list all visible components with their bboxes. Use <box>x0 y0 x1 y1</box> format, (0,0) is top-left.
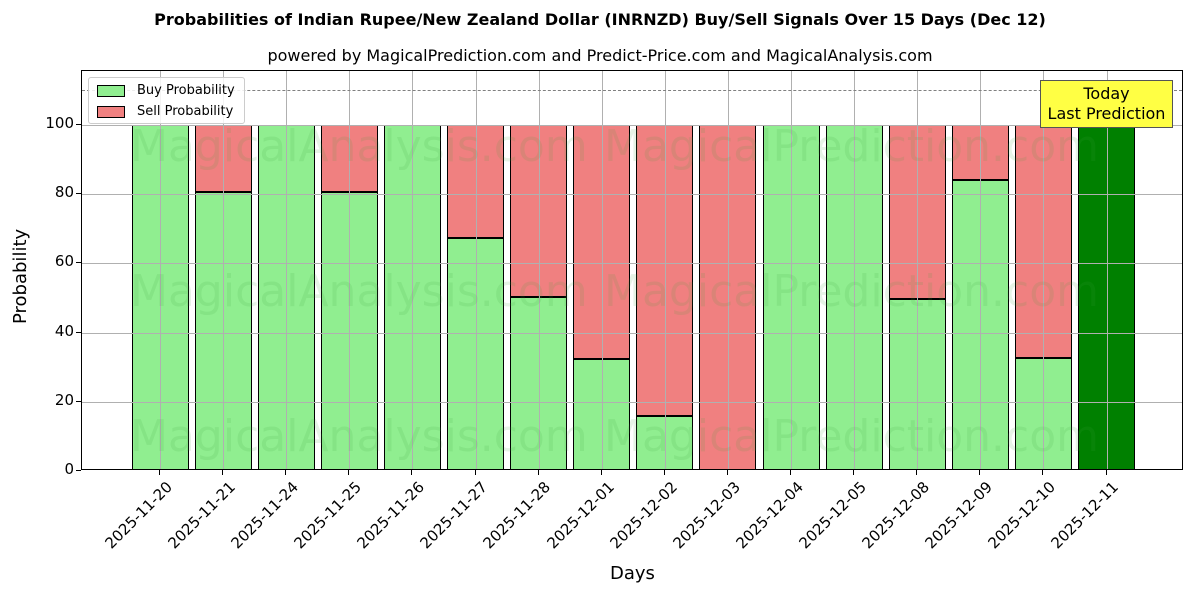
x-tick-mark <box>222 470 224 475</box>
y-tick-mark <box>76 193 81 195</box>
grid-line-h <box>82 332 1182 334</box>
grid-line-v <box>727 71 729 469</box>
x-tick-mark <box>474 470 476 475</box>
grid-line-v <box>980 71 982 469</box>
x-tick-label: 2025-11-27 <box>416 478 492 553</box>
x-tick-mark <box>411 470 413 475</box>
grid-line-v <box>538 71 540 469</box>
grid-line-h <box>82 263 1182 265</box>
x-tick-label: 2025-12-05 <box>795 478 870 553</box>
grid-line-h <box>82 401 1182 403</box>
legend: Buy Probability Sell Probability <box>88 77 245 124</box>
y-tick-mark <box>76 331 81 333</box>
annotation-line-1: Today <box>1083 84 1130 103</box>
x-tick-mark <box>348 470 350 475</box>
grid-line-v <box>286 71 288 469</box>
y-axis-label: Probability <box>10 228 31 324</box>
grid-line-v <box>223 71 225 469</box>
x-tick-mark <box>1105 470 1107 475</box>
today-annotation: Today Last Prediction <box>1040 80 1173 128</box>
y-tick-label: 20 <box>54 390 74 409</box>
y-tick-label: 80 <box>54 183 74 202</box>
y-tick-label: 40 <box>54 321 74 340</box>
x-tick-label: 2025-12-03 <box>669 478 744 553</box>
grid-line-v <box>854 71 856 469</box>
plot-area: MagicalAnalysis.comMagicalPrediction.com… <box>81 70 1183 470</box>
legend-sell-label: Sell Probability <box>137 104 234 119</box>
x-tick-mark <box>726 470 728 475</box>
x-tick-label: 2025-11-21 <box>164 478 239 553</box>
reference-line <box>82 90 1182 91</box>
x-tick-mark <box>285 470 287 475</box>
legend-buy-label: Buy Probability <box>137 83 235 98</box>
grid-line-h <box>82 125 1182 126</box>
y-tick-mark <box>76 124 81 125</box>
grid-line-v <box>1106 71 1108 469</box>
grid-line-v <box>349 71 351 469</box>
chart-title: Probabilities of Indian Rupee/New Zealan… <box>154 10 1046 29</box>
x-tick-mark <box>663 470 665 475</box>
grid-line-v <box>664 71 666 469</box>
y-tick-label: 60 <box>54 252 74 271</box>
x-tick-label: 2025-11-25 <box>290 478 366 553</box>
x-tick-label: 2025-12-11 <box>1047 478 1123 553</box>
buy-swatch-icon <box>97 84 125 97</box>
sell-swatch-icon <box>97 105 125 118</box>
x-tick-mark <box>1042 470 1044 475</box>
legend-item-buy: Buy Probability <box>97 83 235 98</box>
x-tick-mark <box>916 470 918 475</box>
x-tick-mark <box>600 470 602 475</box>
x-tick-mark <box>537 470 539 475</box>
x-tick-label: 2025-11-20 <box>101 478 176 553</box>
grid-line-h <box>82 194 1182 196</box>
y-tick-label: 100 <box>45 114 74 132</box>
x-tick-label: 2025-12-04 <box>732 478 807 553</box>
grid-line-v <box>412 71 414 469</box>
x-tick-label: 2025-12-08 <box>858 478 933 553</box>
x-tick-label: 2025-11-28 <box>479 478 555 553</box>
x-axis-label: Days <box>610 563 655 584</box>
x-tick-mark <box>979 470 981 475</box>
grid-line-v <box>475 71 477 469</box>
x-tick-mark <box>853 470 855 475</box>
grid-line-v <box>791 71 792 469</box>
x-tick-label: 2025-12-10 <box>984 478 1060 553</box>
grid-line-v <box>1043 71 1045 469</box>
grid-line-v <box>160 71 161 469</box>
x-tick-label: 2025-11-24 <box>227 478 302 553</box>
y-tick-mark <box>76 470 81 471</box>
x-tick-mark <box>790 470 791 475</box>
y-tick-label: 0 <box>64 460 74 478</box>
x-tick-label: 2025-12-09 <box>921 478 997 553</box>
y-tick-mark <box>76 400 81 402</box>
x-tick-mark <box>159 470 160 475</box>
chart-subtitle: powered by MagicalPrediction.com and Pre… <box>267 46 933 65</box>
annotation-line-2: Last Prediction <box>1047 104 1166 123</box>
grid-line-v <box>601 71 603 469</box>
grid-line-v <box>917 71 919 469</box>
x-tick-label: 2025-11-26 <box>353 478 429 553</box>
x-tick-label: 2025-12-01 <box>543 478 618 553</box>
y-tick-mark <box>76 262 81 264</box>
legend-item-sell: Sell Probability <box>97 104 233 119</box>
